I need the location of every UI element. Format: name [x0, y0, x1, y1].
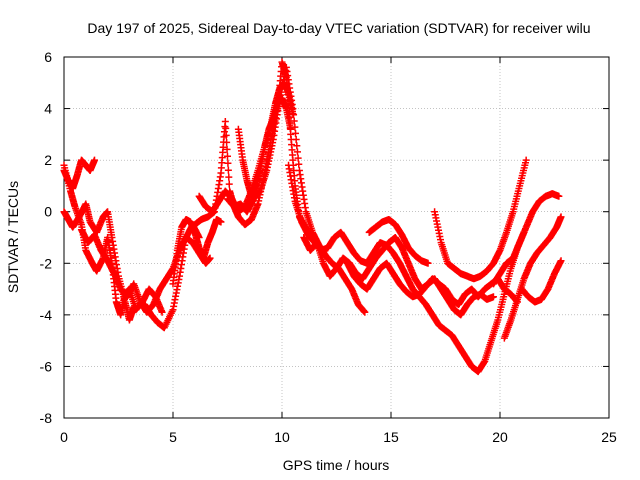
data-point-markers [365, 215, 432, 267]
data-point-markers [234, 94, 295, 200]
x-tick-label: 10 [274, 429, 290, 445]
data-point-markers [343, 259, 521, 309]
axis-ticks [63, 56, 610, 419]
series-track-17 [500, 213, 565, 342]
y-tick-label: 0 [44, 204, 52, 220]
x-tick-label: 15 [383, 429, 399, 445]
series-track-16 [489, 190, 563, 288]
y-tick-label: 6 [44, 49, 52, 65]
y-tick-label: 2 [44, 152, 52, 168]
series-track-15 [431, 156, 530, 283]
series-track-10 [234, 94, 295, 200]
x-tick-label: 20 [492, 429, 508, 445]
x-axis-label: GPS time / hours [283, 457, 390, 473]
y-tick-label: 4 [44, 101, 52, 117]
x-tick-labels: 0 5 10 15 20 25 [60, 429, 617, 445]
data-markers [60, 58, 565, 376]
x-tick-label: 0 [60, 429, 68, 445]
data-point-markers [500, 213, 565, 342]
plot-frame [63, 56, 610, 419]
grid [64, 57, 609, 418]
y-tick-label: -4 [40, 307, 53, 323]
y-tick-label: -6 [40, 358, 53, 374]
y-tick-labels: -8 -6 -4 -2 0 2 4 6 [40, 49, 53, 426]
series-track-6 [169, 215, 225, 288]
y-tick-label: -2 [40, 255, 53, 271]
series-track-14 [365, 215, 432, 267]
data-point-markers [169, 215, 225, 288]
x-tick-label: 25 [601, 429, 617, 445]
data-point-markers [489, 190, 563, 288]
data-point-markers [431, 156, 530, 283]
y-axis-label: SDTVAR / TECUs [5, 181, 21, 293]
data-point-markers [518, 257, 565, 306]
y-tick-label: -8 [40, 410, 53, 426]
chart-title: Day 197 of 2025, Sidereal Day-to-day VTE… [87, 20, 590, 36]
series-track-13 [343, 259, 521, 309]
x-tick-label: 5 [169, 429, 177, 445]
series-track-18 [518, 257, 565, 306]
